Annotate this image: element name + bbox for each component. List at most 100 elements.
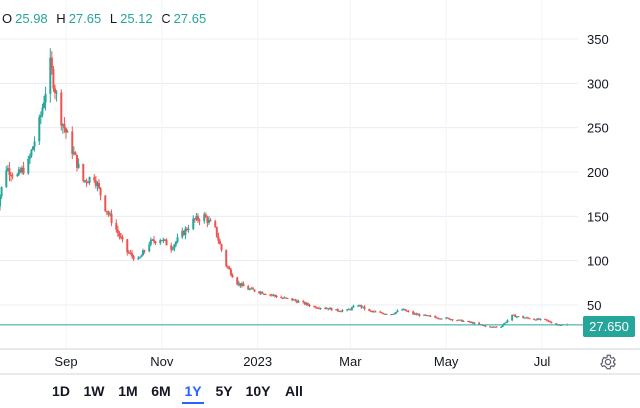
open-value: 25.98 [15, 11, 48, 26]
candle-body [93, 177, 96, 181]
candle-body [423, 314, 426, 316]
x-tick-label: Jul [534, 354, 551, 369]
x-tick-label: Nov [150, 354, 174, 369]
range-button-5y[interactable]: 5Y [215, 383, 233, 399]
candle-body [8, 168, 11, 175]
candle-body [416, 314, 419, 316]
candle-body [482, 325, 485, 327]
candle-body [71, 131, 74, 154]
candle-body [286, 297, 289, 299]
candle-body [418, 314, 421, 316]
candle-body [372, 311, 375, 313]
candle-body [85, 180, 88, 183]
candle-body [291, 298, 294, 301]
candle-body [306, 303, 309, 305]
candle-body [176, 237, 179, 242]
candle-body [448, 318, 451, 320]
candle-body [273, 294, 276, 296]
candle-body [261, 291, 264, 294]
candle-body [295, 300, 298, 303]
candle-body [198, 220, 201, 222]
candle-body [534, 319, 537, 321]
candle-body [559, 325, 562, 327]
candle-body [209, 220, 212, 222]
candle-body [242, 283, 245, 287]
candle-body [456, 320, 459, 322]
candle-body [63, 124, 66, 129]
candle-body [336, 309, 339, 311]
candle-body [105, 211, 108, 213]
candle-body [193, 218, 196, 220]
candle-body [292, 299, 295, 301]
candle-body [511, 314, 514, 321]
open-label: O [2, 11, 13, 26]
candle-body [405, 310, 408, 312]
candle-body [206, 217, 209, 223]
candle-body [231, 274, 234, 278]
price-chart[interactable]: 50 100 150 200 250 300 350 Sep Nov 2023 Mar May Jul [0, 0, 640, 378]
candle-body [537, 318, 540, 320]
candle-body [130, 252, 133, 256]
candle-body [54, 88, 57, 93]
candle-body [523, 317, 526, 319]
candle-body [159, 240, 162, 244]
candle-body [305, 303, 308, 305]
candle-body [140, 255, 143, 258]
candle-body [470, 322, 473, 324]
y-tick-label: 150 [587, 209, 609, 224]
candle-body [358, 305, 361, 307]
candle-body [515, 316, 518, 318]
candle-body [379, 311, 382, 313]
range-button-1d[interactable]: 1D [52, 383, 70, 399]
candle-body [132, 255, 135, 260]
range-button-1w[interactable]: 1W [83, 383, 105, 399]
range-button-1y[interactable]: 1Y [182, 380, 204, 404]
candle-body [349, 309, 352, 311]
gear-icon[interactable] [599, 353, 617, 371]
range-button-6m[interactable]: 6M [151, 383, 171, 399]
y-tick-label: 100 [587, 254, 609, 269]
candle-body [501, 324, 504, 327]
candle-body [371, 310, 374, 312]
candle-body [162, 239, 165, 241]
candle-body [462, 320, 465, 322]
candle-body [335, 309, 338, 311]
x-tick-label: Mar [339, 354, 362, 369]
candle-body [118, 233, 121, 237]
candle-body [319, 307, 322, 309]
range-button-1m[interactable]: 1M [118, 383, 138, 399]
candle-body [86, 182, 89, 184]
candle-body [325, 308, 328, 310]
candle-body [302, 301, 305, 303]
candle-body [360, 305, 363, 308]
candle-body [16, 174, 19, 176]
candle-body [382, 313, 385, 315]
candle-body [236, 277, 239, 285]
range-button-all[interactable]: All [285, 383, 303, 399]
candle-body [424, 314, 427, 316]
candle-body [204, 214, 207, 218]
candle-body [207, 220, 210, 223]
candle-body [220, 244, 223, 251]
candle-body [451, 319, 454, 321]
low-value: 25.12 [120, 11, 153, 26]
close-label: C [161, 11, 171, 26]
candle-body [313, 306, 316, 308]
candle-body [471, 322, 474, 324]
candle-body [65, 128, 67, 133]
candle-body [203, 214, 206, 222]
candle-body [174, 241, 177, 245]
candle-body [327, 308, 330, 310]
candle-body [324, 307, 327, 309]
candle-body [149, 239, 152, 245]
candle-body [19, 169, 22, 173]
candle-body [363, 306, 366, 310]
candle-body [522, 316, 525, 318]
candle-body [50, 57, 53, 70]
candle-body [165, 239, 168, 246]
candle-body [536, 318, 539, 321]
range-button-10y[interactable]: 10Y [245, 383, 271, 399]
range-selector: 1D 1W 1M 6M 1Y 5Y 10Y All [0, 376, 640, 406]
candle-body [374, 311, 377, 313]
candle-body [5, 170, 8, 187]
